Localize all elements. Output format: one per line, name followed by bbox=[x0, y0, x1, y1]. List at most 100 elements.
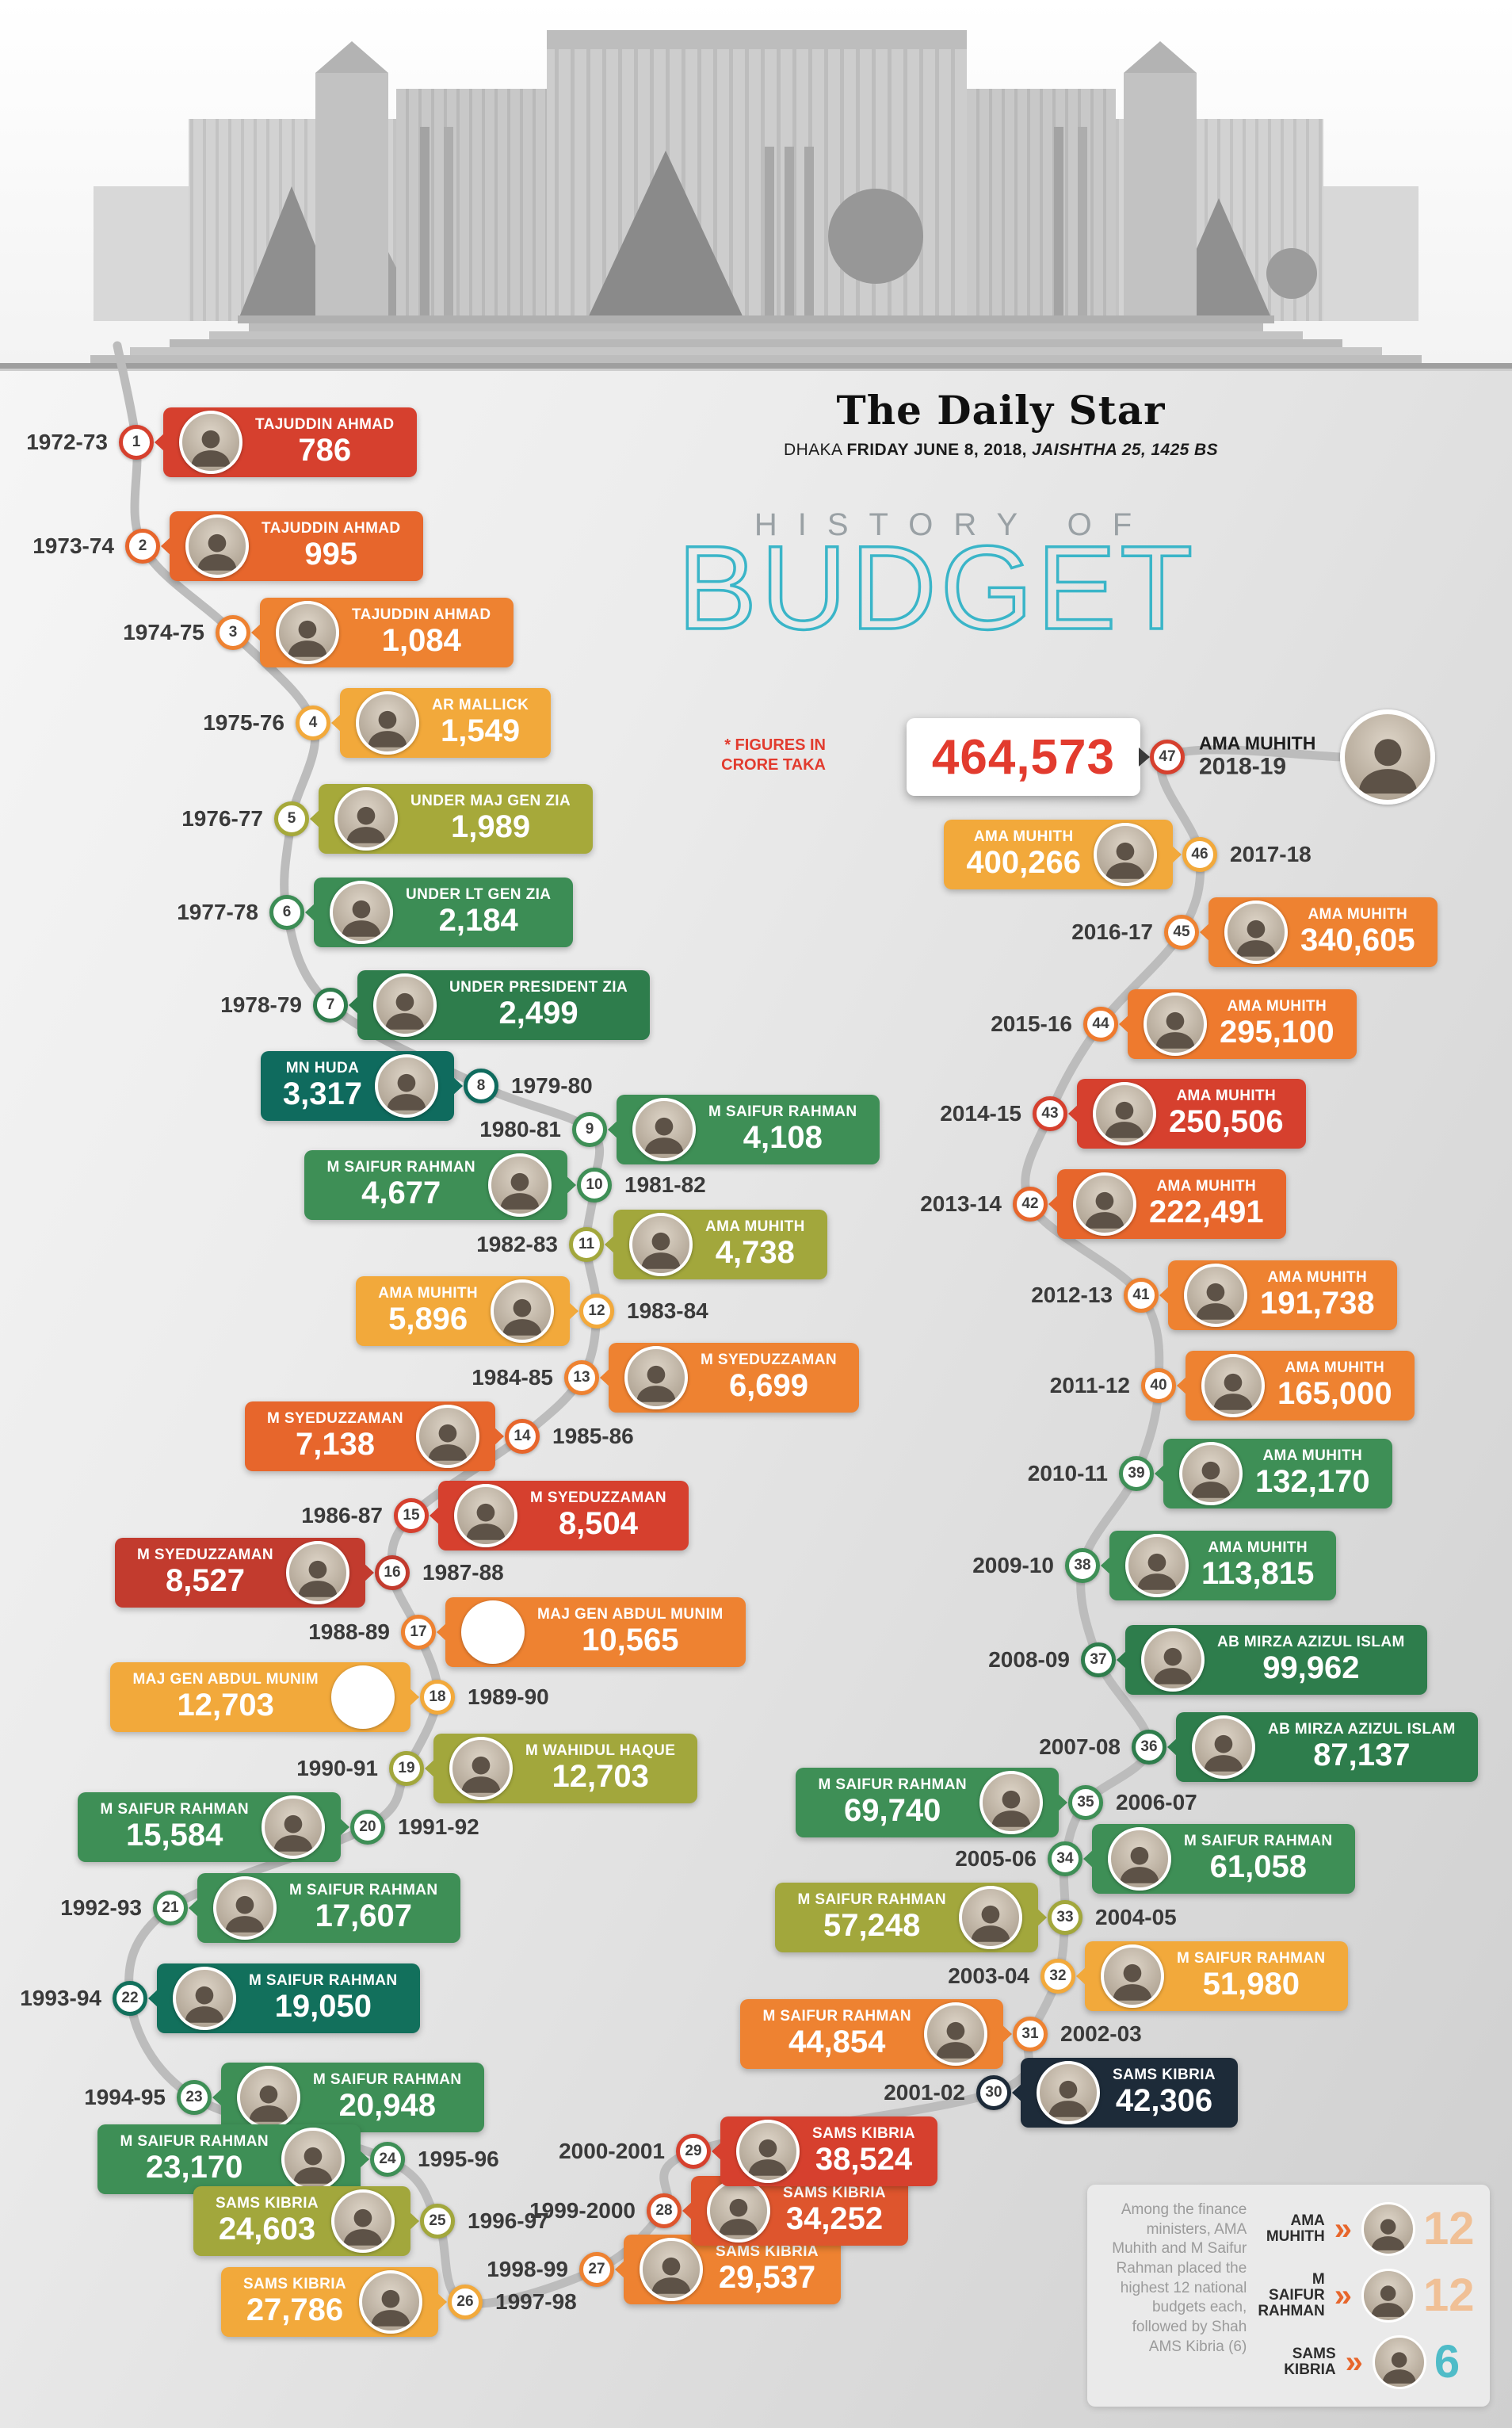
entry-node: 10 bbox=[577, 1168, 612, 1203]
budget-amount: 7,138 bbox=[295, 1426, 376, 1462]
tag-pointer bbox=[408, 1687, 430, 1707]
person-silhouette-icon bbox=[651, 2257, 691, 2294]
entry-year: 2002-03 bbox=[1060, 2021, 1142, 2046]
tag-pointer bbox=[1106, 1650, 1128, 1670]
masthead-area bbox=[0, 0, 1512, 363]
tag-pointer bbox=[1157, 1737, 1178, 1757]
entry-node: 22 bbox=[113, 1981, 147, 2016]
minister-name: AMA MUHITH bbox=[1208, 1539, 1308, 1557]
minister-photo bbox=[331, 1665, 395, 1729]
tag-pointer bbox=[605, 2259, 626, 2280]
entry-node: 15 bbox=[394, 1498, 429, 1533]
tag-pointer bbox=[701, 2141, 723, 2162]
person-silhouette-icon bbox=[1236, 920, 1276, 957]
entry-year: 1976-77 bbox=[181, 806, 263, 831]
budget-amount: 34,252 bbox=[785, 2200, 884, 2236]
double-chevron-icon: » bbox=[1334, 2278, 1352, 2313]
person-silhouette-icon bbox=[1153, 1647, 1193, 1684]
budget-amount: 1,989 bbox=[450, 809, 531, 844]
entry-year: 2003-04 bbox=[948, 1963, 1029, 1988]
person-silhouette-icon bbox=[249, 2085, 288, 2122]
person-silhouette-icon bbox=[1113, 1963, 1152, 2001]
minister-photo bbox=[286, 1541, 349, 1604]
budget-amount: 38,524 bbox=[815, 2141, 913, 2177]
tag-text: M SAIFUR RAHMAN 51,980 bbox=[1170, 1951, 1332, 2002]
entry-year: 2018-19 bbox=[1199, 753, 1287, 780]
minister-name: AMA MUHITH bbox=[1199, 732, 1316, 754]
minister-name: M SAIFUR RAHMAN bbox=[326, 1159, 475, 1176]
tag-pointer bbox=[300, 809, 321, 829]
figures-note-line1: * FIGURES IN bbox=[724, 736, 826, 754]
minister-name: TAJUDDIN AHMAD bbox=[262, 520, 401, 537]
entry-year: 1987-88 bbox=[422, 1560, 504, 1585]
entry-node: 13 bbox=[564, 1360, 599, 1395]
budget-count: 12 bbox=[1423, 2269, 1475, 2321]
minister-photo bbox=[461, 1600, 525, 1664]
person-silhouette-icon bbox=[1048, 2080, 1088, 2117]
tag-text: AMA MUHITH 191,738 bbox=[1254, 1270, 1381, 1321]
minister-name: M SAIFUR RAHMAN bbox=[289, 1882, 438, 1899]
entry-year: 1983-84 bbox=[627, 1298, 708, 1323]
minister-photo bbox=[1073, 1172, 1136, 1236]
entry-year: 2005-06 bbox=[955, 1846, 1037, 1871]
minister-name: M SAIFUR RAHMAN bbox=[1184, 1833, 1333, 1850]
person-silhouette-icon bbox=[1105, 842, 1145, 879]
minister-name: UNDER LT GEN ZIA bbox=[406, 886, 552, 904]
entry-year: 2017-18 bbox=[1230, 842, 1312, 866]
entry-node: 6 bbox=[269, 895, 304, 930]
tag-pointer bbox=[138, 1988, 159, 2009]
entry-year: 1991-92 bbox=[398, 1814, 479, 1839]
entry-year: 1999-2000 bbox=[529, 2198, 636, 2223]
tag-pointer bbox=[241, 622, 262, 643]
summary-box: Among the finance ministers, AMA Muhith … bbox=[1087, 2185, 1490, 2407]
tag-text: M SAIFUR RAHMAN 15,584 bbox=[94, 1802, 255, 1853]
entry-year: 1986-87 bbox=[301, 1503, 383, 1528]
tag-text: M SAIFUR RAHMAN 69,740 bbox=[811, 1777, 973, 1828]
entry-tag: M SAIFUR RAHMAN 20,948 bbox=[212, 2063, 484, 2132]
tag-text: M SAIFUR RAHMAN 4,677 bbox=[320, 1160, 482, 1210]
summary-rows: AMA MUHITH » 12 M SAIFUR RAHMAN » 12 SAMS KIBR… bbox=[1258, 2200, 1475, 2391]
minister-name: MAJ GEN ABDUL MUNIM bbox=[537, 1606, 724, 1623]
minister-name: AR MALLICK bbox=[432, 697, 529, 714]
minister-name: SAMS KIBRIA bbox=[716, 2243, 819, 2261]
tag-pointer bbox=[178, 1898, 200, 1918]
tag-text: M SAIFUR RAHMAN 44,854 bbox=[756, 2009, 918, 2059]
tag-text: M SAIFUR RAHMAN 17,607 bbox=[283, 1883, 445, 1933]
tag-text: TAJUDDIN AHMAD 1,084 bbox=[346, 607, 498, 658]
person-silhouette-icon bbox=[1120, 1846, 1159, 1883]
entry-node: 21 bbox=[153, 1891, 188, 1925]
budget-amount: 4,108 bbox=[743, 1119, 823, 1155]
budget-amount: 222,491 bbox=[1149, 1194, 1264, 1229]
entry-tag: MN HUDA 3,317 bbox=[260, 1051, 463, 1121]
tag-text: M SAIFUR RAHMAN 57,248 bbox=[791, 1892, 953, 1943]
entry-year: 2011-12 bbox=[1049, 1373, 1130, 1398]
entry-year: 2009-10 bbox=[972, 1553, 1054, 1577]
entry-tag: MAJ GEN ABDUL MUNIM 10,565 bbox=[437, 1597, 746, 1667]
minister-photo bbox=[1340, 709, 1435, 805]
budget-amount: 995 bbox=[304, 536, 358, 572]
entry-tag: TAJUDDIN AHMAD 995 bbox=[161, 511, 423, 581]
entry-node: 25 bbox=[420, 2204, 455, 2239]
minister-photo bbox=[1093, 1082, 1156, 1145]
tag-text: MN HUDA 3,317 bbox=[277, 1061, 368, 1111]
budget-amount: 5,896 bbox=[388, 1301, 468, 1336]
tag-pointer bbox=[436, 2292, 457, 2312]
budget-amount: 113,815 bbox=[1201, 1555, 1315, 1591]
entry-node: 43 bbox=[1033, 1096, 1067, 1131]
entry-tag: M SAIFUR RAHMAN 4,108 bbox=[608, 1095, 880, 1164]
tag-text: AMA MUHITH 222,491 bbox=[1143, 1179, 1270, 1229]
entry-node: 23 bbox=[177, 2080, 212, 2115]
entry-tag: SAMS KIBRIA 38,524 bbox=[712, 2116, 938, 2186]
entry-year: 2007-08 bbox=[1039, 1734, 1121, 1759]
budget-amount: 4,738 bbox=[715, 1234, 795, 1270]
budget-amount: 6,699 bbox=[728, 1367, 809, 1403]
minister-photo bbox=[262, 1795, 325, 1859]
separator-line bbox=[0, 363, 1512, 369]
figures-note: * FIGURES IN CRORE TAKA bbox=[683, 736, 826, 775]
tag-pointer bbox=[321, 713, 342, 733]
entry-year: 2000-2001 bbox=[559, 2139, 665, 2163]
person-silhouette-icon bbox=[991, 1790, 1031, 1827]
tag-text: M SYEDUZZAMAN 8,504 bbox=[524, 1490, 673, 1541]
budget-amount: 23,170 bbox=[146, 2149, 243, 2185]
tag-pointer bbox=[338, 995, 360, 1015]
